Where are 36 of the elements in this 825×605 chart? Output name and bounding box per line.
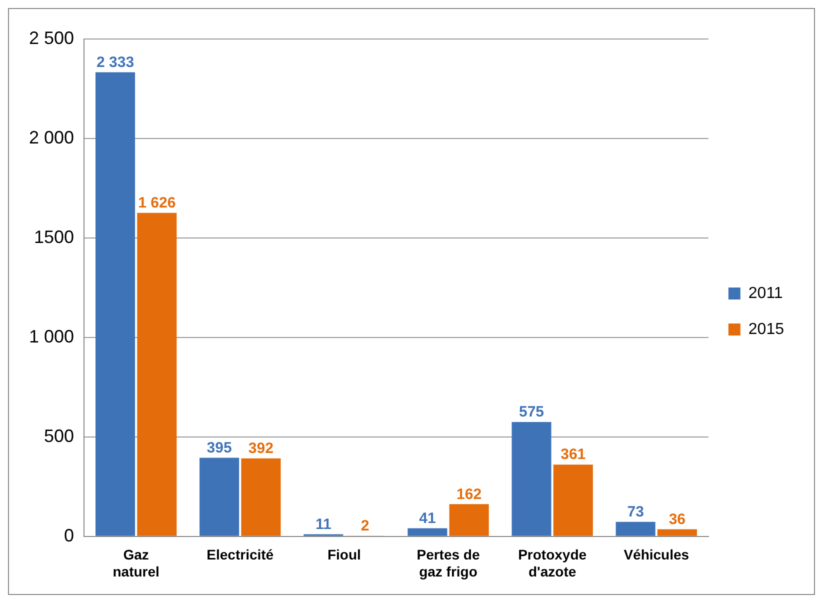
x-tick-label: Protoxyde d'azote [518, 546, 587, 580]
x-tick-label: Electricité [206, 546, 274, 563]
bar [241, 458, 281, 536]
bar [553, 464, 593, 536]
data-label: 392 [248, 440, 274, 458]
bar [408, 528, 448, 536]
y-tick-label: 2 500 [28, 28, 74, 48]
data-label: 1 626 [138, 194, 176, 212]
y-tick-label: 1500 [34, 226, 74, 247]
bar [616, 522, 656, 536]
bar [95, 72, 136, 536]
data-label: 575 [518, 404, 544, 421]
x-tick-label: Pertes de gaz frigo [416, 546, 480, 580]
y-tick-label: 500 [44, 426, 74, 446]
legend-label: 2015 [748, 320, 784, 338]
y-tick-label: 1 000 [28, 326, 74, 346]
data-label: 36 [668, 510, 686, 528]
x-tick-label: Gaz naturel [112, 546, 160, 580]
x-tick-label: Fioul [327, 546, 361, 563]
legend-label: 2011 [748, 284, 783, 302]
y-tick-label: 0 [64, 525, 74, 546]
bar [137, 212, 177, 536]
data-label: 11 [315, 516, 332, 533]
data-label: 2 [360, 518, 370, 535]
data-label: 395 [206, 439, 232, 456]
y-tick-label: 2 000 [28, 127, 74, 148]
bar [449, 504, 489, 536]
data-label: 73 [627, 504, 644, 521]
data-label: 41 [419, 510, 436, 527]
data-label: 162 [456, 486, 482, 503]
bar [657, 529, 697, 536]
bar [512, 422, 552, 536]
x-tick-label: Véhicules [624, 546, 690, 563]
data-label: 361 [560, 446, 586, 464]
data-label: 2 333 [96, 54, 134, 71]
bar [200, 458, 240, 536]
